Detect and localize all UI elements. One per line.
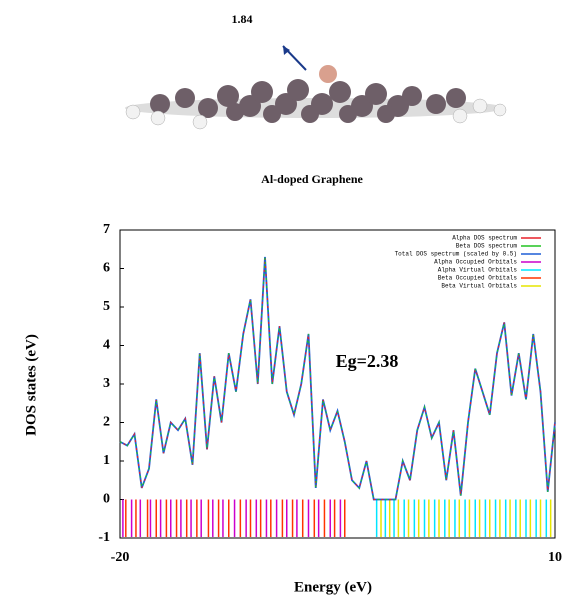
y-tick-label: 7 xyxy=(103,222,110,237)
y-tick-label: 4 xyxy=(103,338,110,353)
y-tick-label: 3 xyxy=(103,376,110,391)
page: 1.84 Al-doped Graphene DOS states (eV) E… xyxy=(0,0,566,598)
legend-label: Beta DOS spectrum xyxy=(456,243,518,250)
legend-label: Beta Virtual Orbitals xyxy=(441,283,517,290)
x-tick-label: 10 xyxy=(548,550,562,565)
dos-line xyxy=(120,257,555,500)
y-tick-label: 0 xyxy=(103,492,110,507)
molecule-caption: Al-doped Graphene xyxy=(261,172,363,186)
dos-line xyxy=(120,257,555,500)
figure-label: 1.84 xyxy=(232,12,253,26)
y-tick-label: 1 xyxy=(103,453,110,468)
annotation: Eg=2.38 xyxy=(336,351,399,371)
x-tick-label: -20 xyxy=(111,550,130,565)
legend-label: Alpha DOS spectrum xyxy=(452,235,517,242)
y-tick-label: 2 xyxy=(103,415,110,430)
x-axis-label: Energy (eV) xyxy=(294,579,372,595)
al-atom xyxy=(319,65,337,83)
y-tick-label: -1 xyxy=(98,530,110,545)
legend-label: Alpha Occupied Orbitals xyxy=(434,259,517,266)
molecule xyxy=(125,46,506,129)
legend-label: Beta Occupied Orbitals xyxy=(438,275,518,282)
figure: 1.84 Al-doped Graphene DOS states (eV) E… xyxy=(0,0,566,598)
legend-label: Total DOS spectrum (scaled by 0.5) xyxy=(395,251,517,258)
y-tick-label: 5 xyxy=(103,299,110,314)
y-tick-label: 6 xyxy=(103,261,110,276)
legend-label: Alpha Virtual Orbitals xyxy=(438,267,518,274)
y-axis-label: DOS states (eV) xyxy=(23,334,39,436)
dos-line xyxy=(120,257,555,500)
